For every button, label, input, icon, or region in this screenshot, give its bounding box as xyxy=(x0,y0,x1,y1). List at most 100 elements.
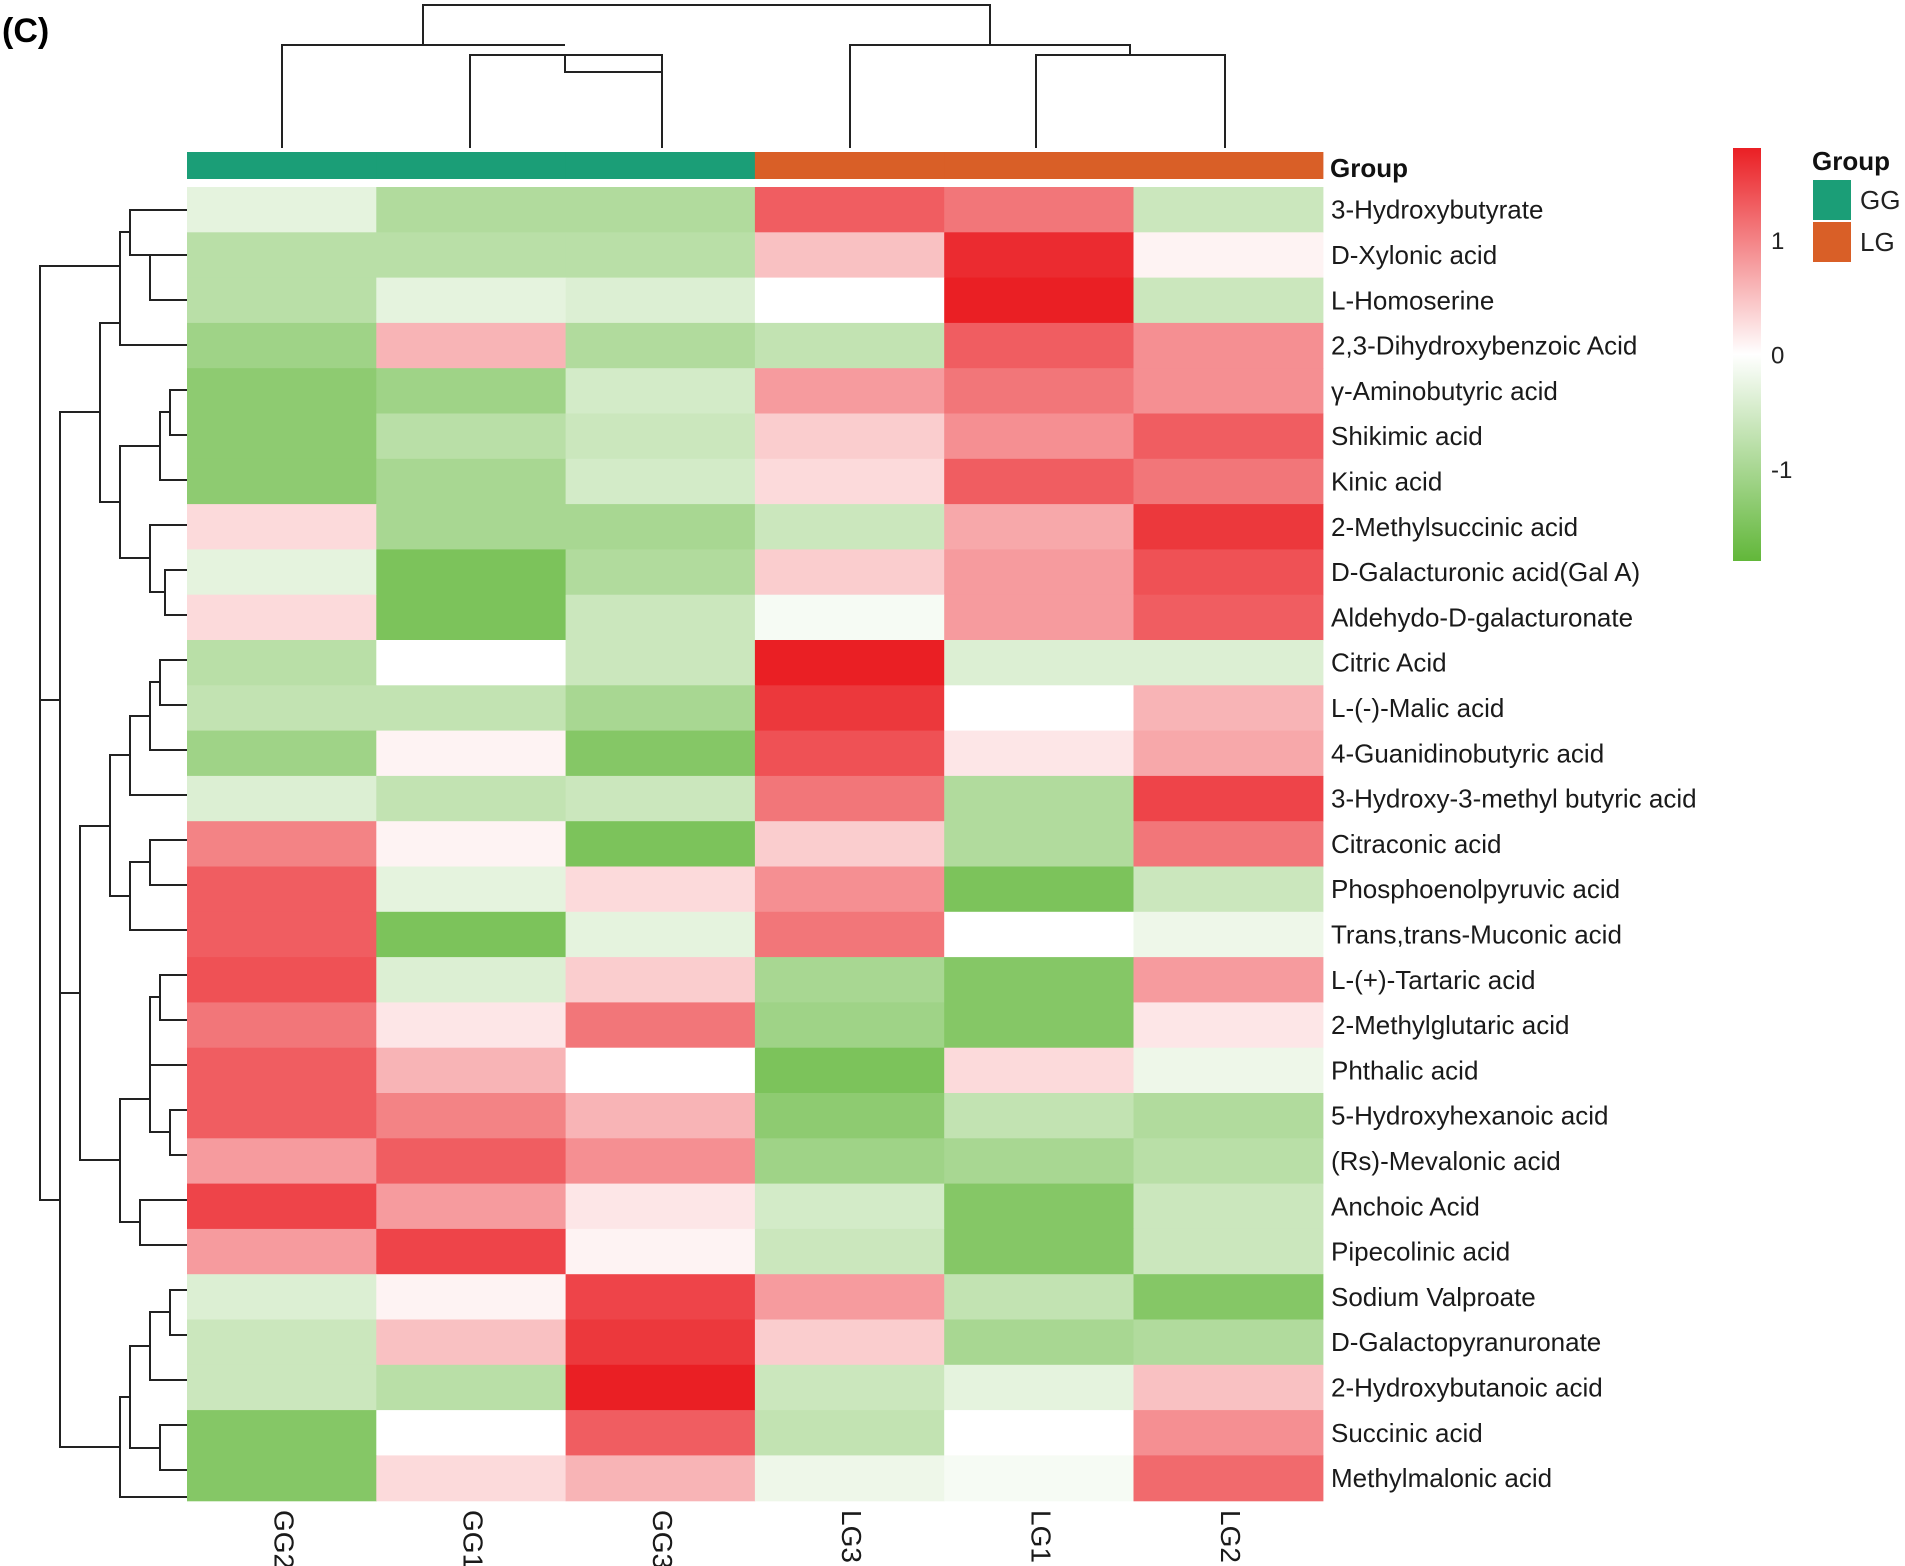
heatmap-cell xyxy=(565,1364,756,1411)
heatmap-cell xyxy=(376,640,567,686)
heatmap-cell xyxy=(187,368,377,415)
heatmap-cell xyxy=(565,911,756,958)
group-annotation-bar xyxy=(187,152,1324,179)
heatmap-cell xyxy=(187,866,377,913)
heatmap-cell xyxy=(944,1183,1135,1230)
row-label: L-Homoserine xyxy=(1331,285,1494,315)
heatmap-cell xyxy=(187,187,377,233)
heatmap-cell xyxy=(376,1364,567,1411)
row-labels: 3-Hydroxybutyrate D-Xylonic acid L-Homoser… xyxy=(1331,195,1697,1493)
heatmap-cell xyxy=(944,1364,1135,1411)
heatmap-cell xyxy=(944,1455,1135,1502)
heatmap-cell xyxy=(1133,685,1324,732)
row-label: 5-Hydroxyhexanoic acid xyxy=(1331,1101,1608,1131)
row-label: 4-Guanidinobutyric acid xyxy=(1331,738,1604,768)
group-legend-swatch xyxy=(1813,222,1851,262)
heatmap-cell xyxy=(944,957,1135,1003)
heatmap-cell xyxy=(944,504,1135,550)
heatmap-cell xyxy=(944,866,1135,913)
heatmap-cell xyxy=(1133,775,1324,822)
heatmap-cell xyxy=(565,1047,756,1094)
color-scale-tick-label: 0 xyxy=(1771,343,1784,370)
heatmap-cell xyxy=(376,866,567,913)
heatmap-cell xyxy=(754,1183,945,1230)
heatmap-cell xyxy=(1133,911,1324,958)
heatmap-cell xyxy=(754,911,945,958)
heatmap-cell xyxy=(1133,277,1324,324)
heatmap-cell xyxy=(944,821,1135,868)
heatmap-cell xyxy=(376,277,567,324)
heatmap-cell xyxy=(187,1002,377,1049)
group-bar-segment xyxy=(187,152,377,179)
heatmap-cell xyxy=(565,1319,756,1366)
row-label: Succinic acid xyxy=(1331,1418,1483,1448)
heatmap-cell xyxy=(376,911,567,958)
heatmap-cell xyxy=(1133,640,1324,686)
group-legend-entries: GG LG xyxy=(1813,180,1900,262)
heatmap-cell xyxy=(1133,413,1324,460)
heatmap-cell xyxy=(944,187,1135,233)
heatmap-cell xyxy=(1133,1138,1324,1185)
group-bar-segment xyxy=(944,152,1135,179)
heatmap-cell xyxy=(376,1410,567,1456)
heatmap-cell xyxy=(1133,730,1324,777)
heatmap-cell xyxy=(944,1002,1135,1049)
heatmap-cell xyxy=(376,685,567,732)
heatmap-cell xyxy=(187,1455,377,1502)
heatmap-cell xyxy=(1133,594,1324,641)
heatmap-cell xyxy=(376,1002,567,1049)
heatmap-cell xyxy=(187,1319,377,1366)
heatmap-cell xyxy=(1133,866,1324,913)
heatmap-cell xyxy=(1133,1093,1324,1139)
heatmap-cell xyxy=(754,1138,945,1185)
heatmap-cell xyxy=(376,1138,567,1185)
row-label: L-(+)-Tartaric acid xyxy=(1331,965,1535,995)
row-dendrogram xyxy=(39,209,187,1498)
heatmap-cell xyxy=(187,594,377,641)
heatmap-cell xyxy=(187,1047,377,1094)
heatmap-cell xyxy=(754,775,945,822)
heatmap-cell xyxy=(944,594,1135,641)
heatmap-cell xyxy=(376,1228,567,1275)
heatmap-cell xyxy=(565,549,756,596)
heatmap-cell xyxy=(754,1093,945,1139)
heatmap-cell xyxy=(376,957,567,1003)
heatmap-cell xyxy=(1133,1410,1324,1456)
heatmap-cell xyxy=(565,322,756,369)
group-legend-swatch xyxy=(1813,180,1851,220)
heatmap-cell xyxy=(187,775,377,822)
heatmap-cell xyxy=(565,957,756,1003)
row-label: 2-Methylsuccinic acid xyxy=(1331,512,1578,542)
column-label: GG2 xyxy=(268,1510,299,1566)
heatmap-cell xyxy=(187,549,377,596)
group-bar-segment xyxy=(565,152,756,179)
heatmap-cell xyxy=(754,1364,945,1411)
heatmap-cell xyxy=(376,1274,567,1321)
heatmap-cell xyxy=(565,277,756,324)
row-label: Aldehydo-D-galacturonate xyxy=(1331,602,1633,632)
heatmap-cell xyxy=(565,232,756,279)
heatmap-cells xyxy=(187,187,1324,1502)
group-legend-label: GG xyxy=(1860,185,1900,215)
heatmap-cell xyxy=(754,458,945,505)
heatmap-cell xyxy=(187,911,377,958)
heatmap-cell xyxy=(187,1228,377,1275)
heatmap-cell xyxy=(376,413,567,460)
heatmap-cell xyxy=(1133,821,1324,868)
heatmap-cell xyxy=(565,685,756,732)
row-label: D-Galacturonic acid(Gal A) xyxy=(1331,557,1640,587)
heatmap-cell xyxy=(1133,1002,1324,1049)
column-label: LG2 xyxy=(1215,1510,1246,1563)
row-label: Anchoic Acid xyxy=(1331,1191,1480,1221)
row-label: Trans,trans-Muconic acid xyxy=(1331,919,1622,949)
heatmap-cell xyxy=(376,730,567,777)
heatmap-cell xyxy=(565,1093,756,1139)
heatmap-cell xyxy=(754,866,945,913)
heatmap-cell xyxy=(754,1228,945,1275)
heatmap-cell xyxy=(944,1410,1135,1456)
heatmap-cell xyxy=(944,730,1135,777)
heatmap-cell xyxy=(1133,232,1324,279)
heatmap-cell xyxy=(754,1047,945,1094)
heatmap-cell xyxy=(1133,368,1324,415)
